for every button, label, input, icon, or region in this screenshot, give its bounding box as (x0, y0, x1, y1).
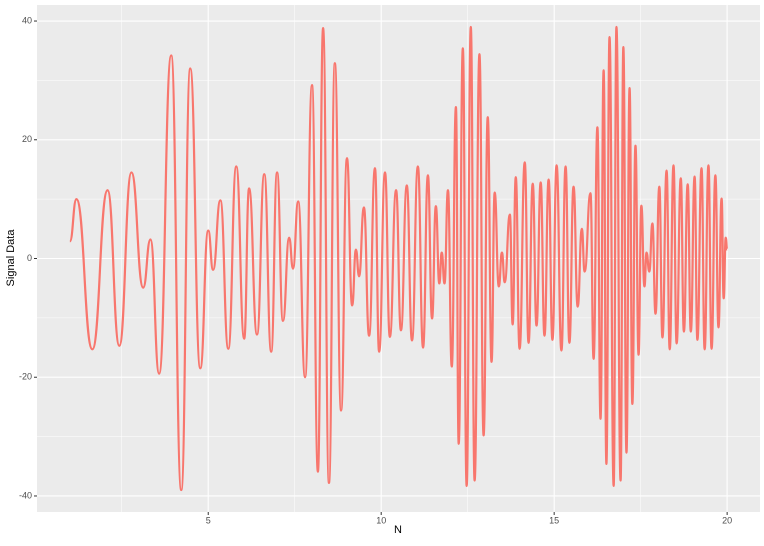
x-tick-label: 20 (722, 515, 732, 525)
y-tick-label: 0 (27, 253, 32, 263)
x-tick-label: 15 (549, 515, 559, 525)
y-tick-label: -20 (19, 372, 32, 382)
x-axis-title: N (394, 524, 402, 536)
y-tick-label: 20 (22, 134, 32, 144)
y-tick-label: -40 (19, 490, 32, 500)
y-axis-title: Signal Data (5, 229, 17, 287)
signal-line (68, 25, 729, 492)
x-tick-label: 10 (376, 515, 386, 525)
x-tick-label: 5 (206, 515, 211, 525)
y-tick-label: 40 (22, 15, 32, 25)
